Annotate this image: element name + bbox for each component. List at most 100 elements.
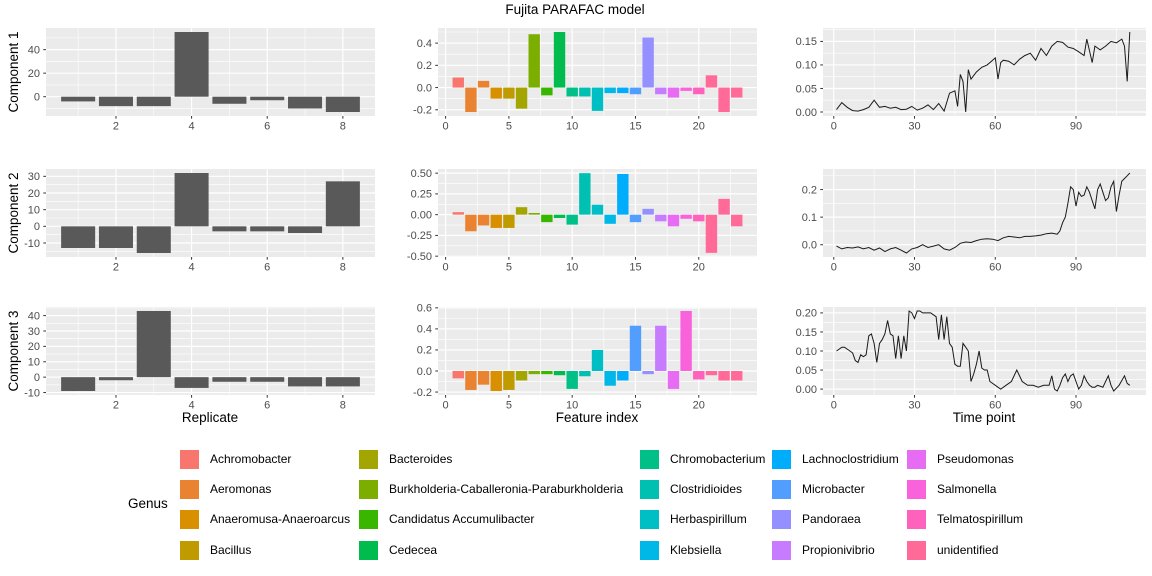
svg-text:40: 40 [28,44,40,56]
legend-swatch [359,541,378,560]
svg-text:15: 15 [629,121,641,133]
svg-text:30: 30 [908,400,920,412]
legend-label: Burkholderia-Caballeronia-Paraburkholder… [389,482,624,496]
legend-label: Pandoraea [802,512,861,526]
svg-text:8: 8 [340,262,346,274]
legend-label: Bacteroides [389,452,453,466]
legend-swatch [907,480,926,499]
chart-canvas: 2 4 6 8 -10 0 10 20 30 [24,169,375,274]
svg-text:2: 2 [113,400,119,412]
legend-label: Aeromonas [210,482,272,496]
svg-text:0.05: 0.05 [796,83,817,95]
legend-label: Candidatus Accumulibacter [389,512,535,526]
legend-label: Clostridioides [670,482,743,496]
chart-component-3-time: 0 30 60 90 0.00 0.05 0.10 0.15 0.20 [770,279,1152,414]
svg-text:0.0: 0.0 [417,82,432,94]
svg-text:-10: -10 [24,238,40,250]
chart-component-3-feature: 0 5 10 15 20 -0.2 0.0 0.2 0.4 0.6 [380,279,760,414]
svg-text:8: 8 [340,400,346,412]
svg-text:0: 0 [34,372,40,384]
chart-component-2-replicate: 2 4 6 8 -10 0 10 20 30 [0,141,380,276]
svg-text:0.10: 0.10 [796,346,817,358]
svg-text:6: 6 [264,121,270,133]
legend-swatch [359,480,378,499]
chart-component-2-feature: 0 5 10 15 20 -0.50 -0.25 0.00 0.25 0.50 [380,141,760,276]
chart-component-1-feature: 0 5 10 15 20 -0.2 0.0 0.2 0.4 [380,0,760,135]
legend-label: Lachnoclostridium [802,452,899,466]
legend-swatch [640,450,659,469]
legend-swatch [180,450,199,469]
svg-text:90: 90 [1070,121,1082,133]
chart-canvas: 2 4 6 8 -10 0 10 20 30 40 [24,307,375,412]
svg-text:0: 0 [443,262,449,274]
svg-text:0.4: 0.4 [417,324,432,336]
legend-swatch [907,541,926,560]
svg-text:0.0: 0.0 [417,366,432,378]
svg-text:10: 10 [566,121,578,133]
svg-text:15: 15 [629,400,641,412]
chart-component-1-time: 0 30 60 90 0.00 0.05 0.10 0.15 [770,0,1152,135]
svg-text:0.00: 0.00 [796,384,817,396]
svg-text:10: 10 [28,204,40,216]
legend-label: Propionivibrio [802,543,875,557]
svg-text:0.1: 0.1 [802,212,817,224]
legend-swatch [907,510,926,529]
svg-text:0: 0 [443,121,449,133]
svg-text:90: 90 [1070,400,1082,412]
legend-swatch [772,480,791,499]
svg-text:0.6: 0.6 [417,303,432,315]
svg-text:0.10: 0.10 [796,60,817,72]
legend-swatch [640,541,659,560]
legend-label: Salmonella [937,482,997,496]
legend-label: Microbacter [802,482,865,496]
svg-text:0.2: 0.2 [802,184,817,196]
svg-text:-0.2: -0.2 [413,387,432,399]
svg-text:0.4: 0.4 [417,38,432,50]
svg-text:20: 20 [28,68,40,80]
legend-label: Herbaspirillum [670,512,747,526]
legend-swatch [180,510,199,529]
svg-text:30: 30 [28,326,40,338]
legend-label: Achromobacter [210,452,292,466]
svg-text:4: 4 [189,121,195,133]
legend-label: Cedecea [389,543,438,557]
svg-text:40: 40 [28,310,40,322]
legend-swatch [180,480,199,499]
svg-text:-0.25: -0.25 [407,230,432,242]
chart-component-1-replicate: 2 4 6 8 0 20 40 [0,0,380,135]
svg-text:0.00: 0.00 [411,209,432,221]
legend-label: Klebsiella [670,543,722,557]
svg-text:0.2: 0.2 [417,345,432,357]
svg-text:30: 30 [28,171,40,183]
legend-swatch [640,510,659,529]
svg-text:4: 4 [189,400,195,412]
legend-label: Bacillus [210,543,252,557]
legend-label: unidentified [937,543,999,557]
svg-text:30: 30 [908,262,920,274]
svg-text:10: 10 [566,400,578,412]
chart-canvas: 0 5 10 15 20 -0.2 0.0 0.2 0.4 0.6 [413,303,757,412]
plot-title: Fujita PARAFAC model [505,2,645,17]
x-axis-title-feature-index: Feature index [555,410,639,425]
legend-swatch [180,541,199,560]
legend-label: Chromobacterium [670,452,766,466]
svg-text:15: 15 [629,262,641,274]
svg-text:0: 0 [443,400,449,412]
svg-text:-0.50: -0.50 [407,251,432,263]
chart-canvas: 0 30 60 90 0.00 0.05 0.10 0.15 [796,28,1146,133]
svg-text:60: 60 [989,262,1001,274]
svg-text:5: 5 [506,400,512,412]
svg-text:20: 20 [693,121,705,133]
chart-canvas: 0 30 60 90 0.0 0.1 0.2 [802,169,1146,274]
svg-text:-0.2: -0.2 [413,105,432,117]
svg-text:20: 20 [693,400,705,412]
legend-label: Pseudomonas [937,452,1014,466]
chart-canvas: 0 5 10 15 20 -0.50 -0.25 0.00 0.25 0.50 [407,168,757,274]
chart-component-3-replicate: 2 4 6 8 -10 0 10 20 30 40 [0,279,380,414]
legend-title: Genus [128,496,168,511]
legend-swatch [359,510,378,529]
chart-canvas: 2 4 6 8 0 20 40 [28,28,375,133]
legend-swatch [772,450,791,469]
svg-text:0.50: 0.50 [411,168,432,180]
